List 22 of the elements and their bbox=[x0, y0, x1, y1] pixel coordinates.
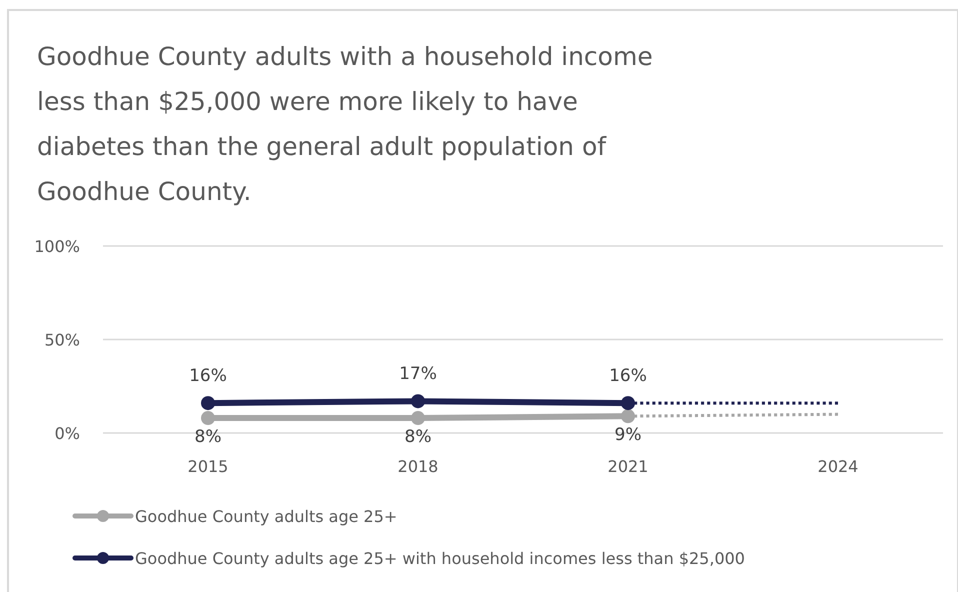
point bbox=[621, 396, 635, 410]
y-tick-label: 50% bbox=[44, 330, 80, 350]
data-label: 8% bbox=[404, 427, 432, 448]
chart-title: Goodhue County adults with a household income less than $25,000 were more likely to have diabetes than the general adult population of Goodhue County. bbox=[37, 42, 653, 206]
point bbox=[201, 411, 215, 426]
point bbox=[411, 411, 425, 426]
x-tick-label: 2024 bbox=[818, 457, 858, 476]
data-label: 16% bbox=[609, 366, 647, 386]
point bbox=[621, 409, 635, 424]
data-label: 9% bbox=[614, 425, 642, 446]
legend-label: Goodhue County adults age 25+ with household incomes less than $25,000 bbox=[135, 549, 745, 568]
point bbox=[201, 396, 215, 410]
data-label: 17% bbox=[399, 364, 437, 384]
x-tick-label: 2021 bbox=[608, 457, 648, 476]
data-label: 8% bbox=[194, 427, 222, 448]
x-tick-label: 2018 bbox=[398, 457, 438, 476]
point bbox=[411, 394, 425, 408]
y-tick-label: 100% bbox=[34, 237, 80, 256]
legend-label: Goodhue County adults age 25+ bbox=[135, 507, 398, 526]
x-tick-label: 2015 bbox=[188, 457, 228, 476]
data-label: 16% bbox=[189, 366, 227, 386]
y-tick-label: 0% bbox=[54, 424, 80, 443]
